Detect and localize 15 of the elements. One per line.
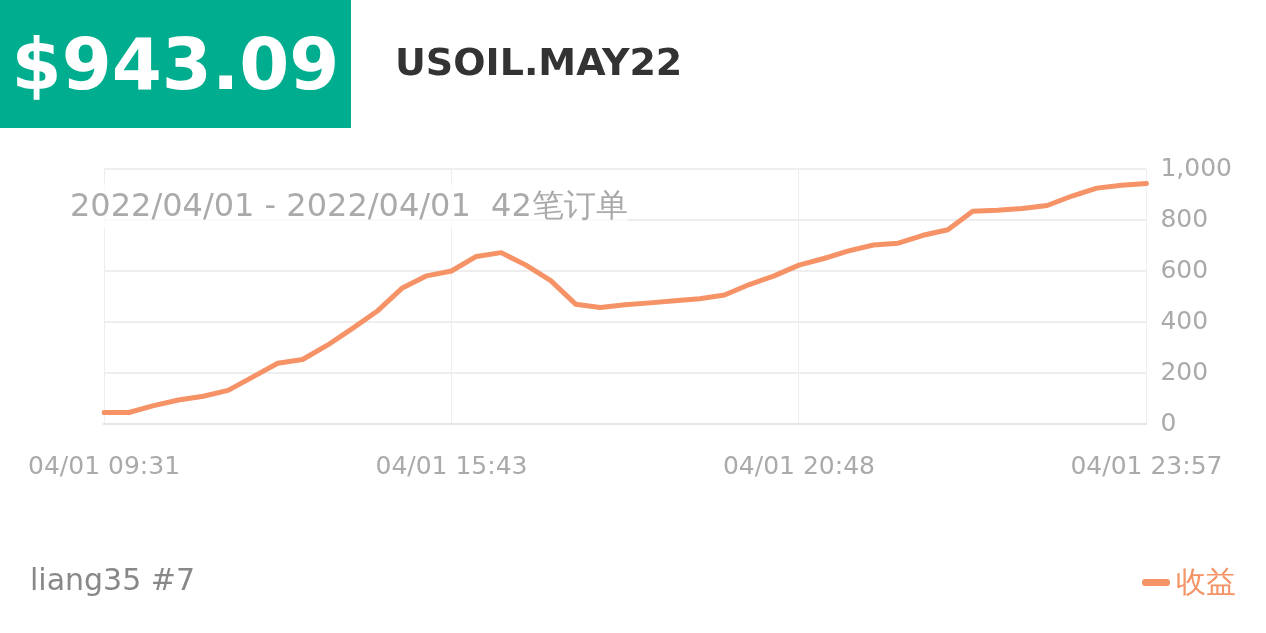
y-tick-label: 0 xyxy=(1160,407,1177,437)
y-tick-label: 1,000 xyxy=(1160,152,1233,182)
legend-label: 收益 xyxy=(1176,563,1236,601)
y-tick-label: 200 xyxy=(1160,356,1209,386)
x-tick-label: 04/01 09:31 xyxy=(28,450,181,480)
x-tick-label: 04/01 23:57 xyxy=(1070,450,1223,480)
chart-subtitle: USOIL.MAY22 xyxy=(395,40,683,84)
x-tick-label: 04/01 15:43 xyxy=(375,450,528,480)
y-tick-label: 600 xyxy=(1160,254,1209,284)
text: liang35 #7 xyxy=(30,562,196,597)
x-tick-label: 04/01 20:48 xyxy=(722,450,875,480)
y-tick-label: 800 xyxy=(1160,203,1209,233)
annotation: 2022/04/01 - 2022/04/01 42笔订单 xyxy=(70,184,628,228)
y-tick-label: 400 xyxy=(1160,305,1209,335)
chart-title: $943.09 xyxy=(0,0,351,128)
